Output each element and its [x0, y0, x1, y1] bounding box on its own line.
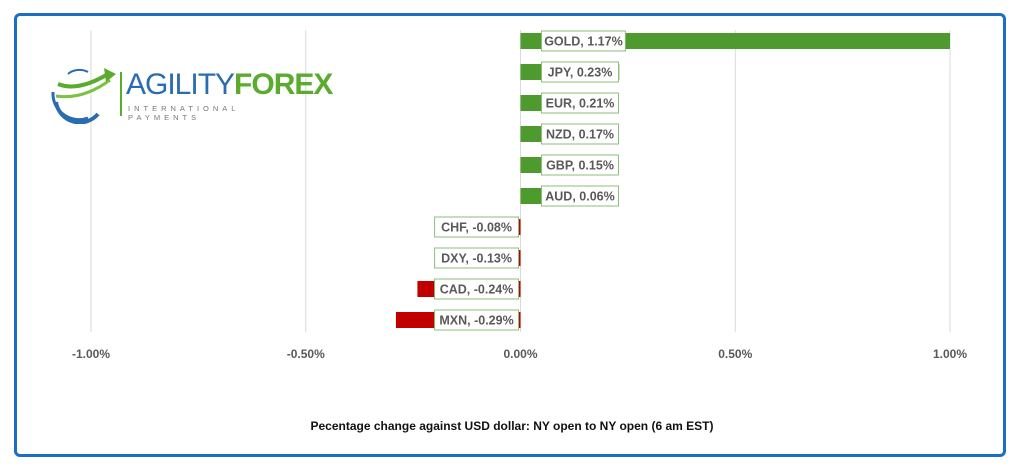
data-label: NZD, 0.17% — [546, 128, 614, 142]
globe-arrow-icon — [51, 68, 116, 124]
data-label-box — [434, 216, 520, 238]
data-label: CAD, -0.24% — [440, 283, 514, 297]
data-label-box — [541, 185, 619, 207]
data-label: MXN, -0.29% — [439, 314, 513, 328]
logo-divider — [120, 72, 122, 116]
data-label: EUR, 0.21% — [546, 97, 615, 111]
data-label-box — [434, 309, 520, 331]
data-label-box — [541, 154, 619, 176]
chart-frame — [14, 13, 1006, 457]
data-label: CHF, -0.08% — [441, 221, 512, 235]
data-label-box — [541, 61, 619, 83]
x-tick-label: 1.00% — [933, 347, 967, 361]
bar-gold — [520, 33, 950, 49]
logo-name-2: FOREX — [234, 68, 333, 101]
data-label-box — [541, 30, 626, 52]
x-tick-label: -0.50% — [287, 347, 325, 361]
data-label-box — [434, 247, 520, 269]
chart-title: Pecentage change against USD dollar: NY … — [310, 419, 714, 433]
data-label-box — [541, 92, 619, 114]
data-label: GOLD, 1.17% — [544, 35, 623, 49]
data-label: DXY, -0.13% — [441, 252, 512, 266]
x-tick-label: 0.50% — [718, 347, 752, 361]
data-label-box — [541, 123, 619, 145]
agility-forex-logo: AGILITYFOREX INTERNATIONAL PAYMENTS — [48, 62, 333, 124]
data-label-box — [434, 278, 520, 300]
x-tick-label: 0.00% — [503, 347, 537, 361]
data-label: AUD, 0.06% — [545, 190, 614, 204]
data-label: JPY, 0.23% — [548, 66, 613, 80]
bar-aud — [520, 188, 547, 204]
logo-tagline: INTERNATIONAL PAYMENTS — [128, 104, 240, 122]
x-tick-label: -1.00% — [72, 347, 110, 361]
logo-name-1: AGILITY — [126, 68, 235, 101]
logo-text: AGILITYFOREX — [126, 68, 333, 102]
data-label: GBP, 0.15% — [546, 159, 614, 173]
